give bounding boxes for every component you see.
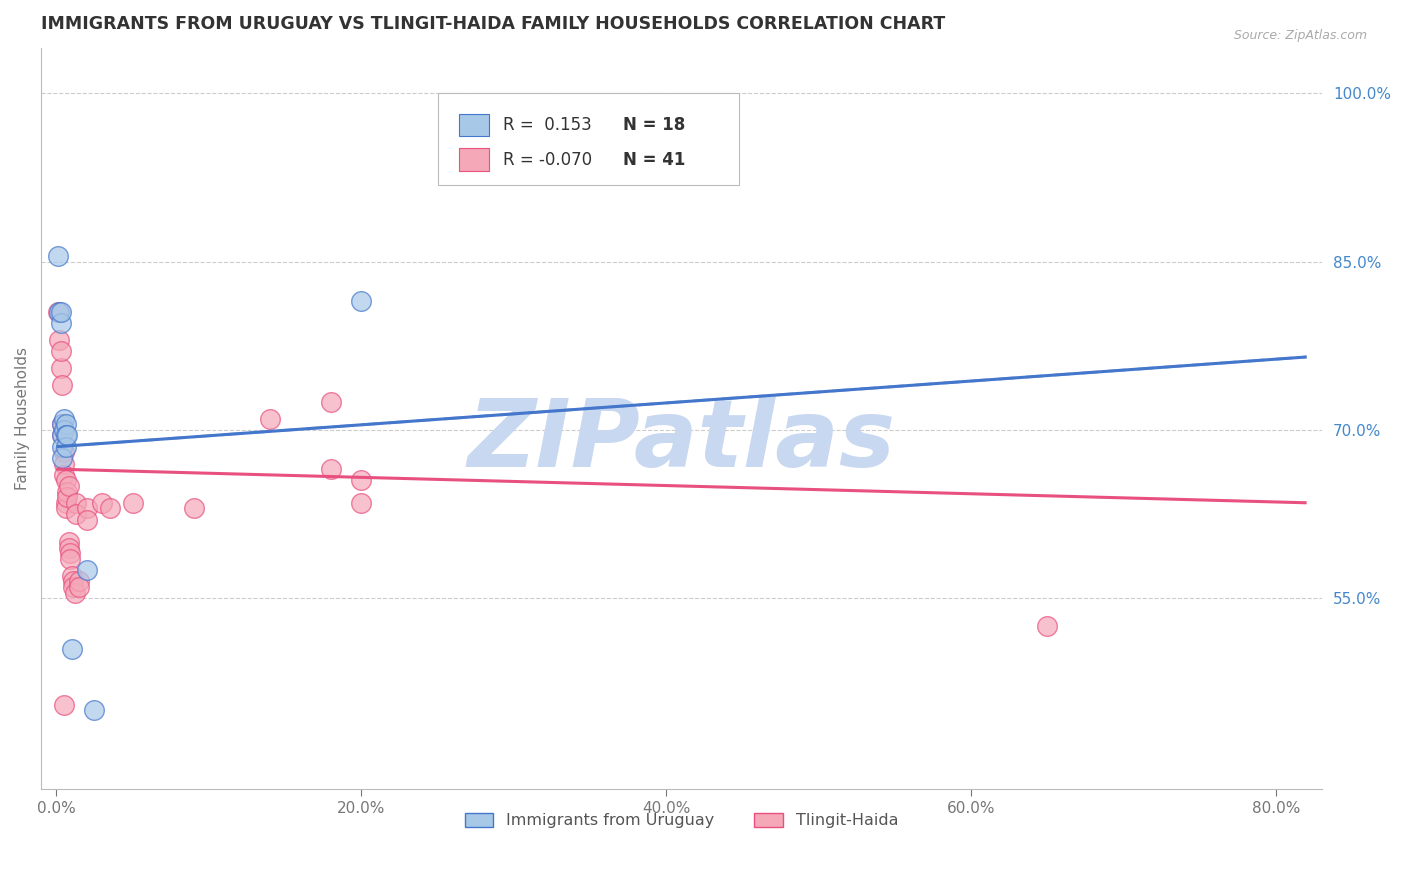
Y-axis label: Family Households: Family Households [15, 347, 30, 491]
Point [49, 305, 72, 319]
Point [49, 344, 72, 359]
Point [55, 417, 77, 432]
Point [46, 249, 69, 263]
Point [98, 501, 121, 516]
Point [63, 585, 86, 599]
Point [183, 501, 205, 516]
Point [53, 423, 76, 437]
Text: R =  0.153: R = 0.153 [503, 116, 592, 134]
Point [56, 490, 79, 504]
Point [46, 305, 69, 319]
Point [55, 474, 77, 488]
Point [60, 568, 83, 582]
Text: N = 41: N = 41 [623, 151, 685, 169]
Point [53, 457, 76, 471]
Point [53, 411, 76, 425]
Point [55, 440, 77, 454]
Point [49, 316, 72, 330]
Text: N = 18: N = 18 [623, 116, 685, 134]
Point [51, 440, 73, 454]
Point [259, 411, 281, 425]
Point [76, 513, 98, 527]
Point [51, 417, 73, 432]
Point [58, 541, 80, 555]
Text: R = -0.070: R = -0.070 [503, 151, 592, 169]
Point [350, 474, 373, 488]
Point [65, 496, 87, 510]
Text: Source: ZipAtlas.com: Source: ZipAtlas.com [1233, 29, 1367, 42]
Point [67, 574, 90, 589]
Point [59, 546, 82, 560]
Point [91, 496, 114, 510]
Point [56, 484, 79, 499]
Point [55, 428, 77, 442]
Point [62, 580, 84, 594]
FancyBboxPatch shape [458, 113, 489, 136]
Point [53, 467, 76, 482]
Point [319, 462, 342, 476]
Point [1036, 619, 1059, 633]
Text: IMMIGRANTS FROM URUGUAY VS TLINGIT-HAIDA FAMILY HOUSEHOLDS CORRELATION CHART: IMMIGRANTS FROM URUGUAY VS TLINGIT-HAIDA… [41, 15, 945, 33]
FancyBboxPatch shape [439, 93, 740, 186]
FancyBboxPatch shape [458, 148, 489, 170]
Point [56, 428, 79, 442]
Point [49, 361, 72, 376]
Point [76, 563, 98, 577]
Point [51, 450, 73, 465]
Point [121, 496, 143, 510]
Point [51, 428, 73, 442]
Point [62, 574, 84, 589]
Point [60, 641, 83, 656]
Point [350, 293, 373, 308]
Point [83, 703, 105, 717]
Legend: Immigrants from Uruguay, Tlingit-Haida: Immigrants from Uruguay, Tlingit-Haida [457, 805, 907, 837]
Point [53, 445, 76, 459]
Point [55, 496, 77, 510]
Point [350, 496, 373, 510]
Point [65, 507, 87, 521]
Point [58, 535, 80, 549]
Text: ZIPatlas: ZIPatlas [467, 395, 896, 487]
Point [319, 394, 342, 409]
Point [76, 501, 98, 516]
Point [51, 428, 73, 442]
Point [51, 378, 73, 392]
Point [53, 698, 76, 712]
Point [48, 305, 70, 319]
Point [48, 333, 70, 347]
Point [51, 417, 73, 432]
Point [59, 552, 82, 566]
Point [67, 580, 90, 594]
Point [55, 501, 77, 516]
Point [58, 479, 80, 493]
